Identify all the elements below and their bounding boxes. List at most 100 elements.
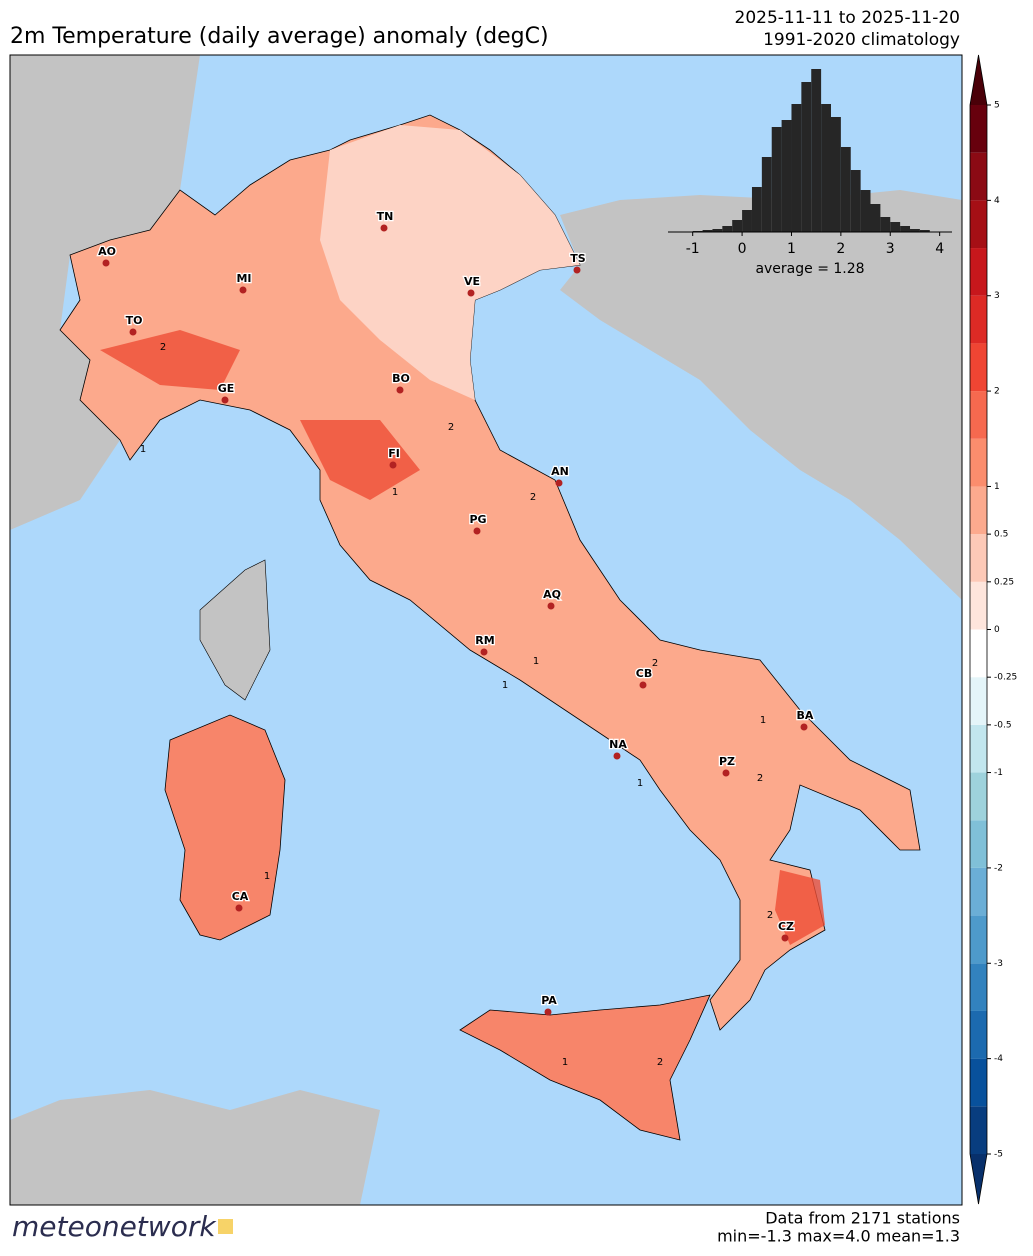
contour-label: 1 <box>533 656 539 667</box>
colorbar-segment <box>970 486 987 535</box>
histogram-bar <box>811 69 822 232</box>
warm-light-area <box>320 125 580 400</box>
colorbar-segment <box>970 295 987 344</box>
city-dot <box>555 479 563 487</box>
period: 2025-11-11 to 2025-11-20 <box>735 8 960 28</box>
histogram-bar <box>821 104 831 232</box>
corsica <box>199 559 271 701</box>
contour-label: 2 <box>652 658 658 669</box>
contour-label: 1 <box>637 778 643 789</box>
histogram-bar <box>900 226 911 232</box>
colorbar-segment <box>970 581 987 630</box>
histogram-bar <box>761 157 772 232</box>
title: 2m Temperature (daily average) anomaly (… <box>10 24 549 49</box>
city-dot <box>473 527 481 535</box>
land-west <box>10 55 200 530</box>
city-label: AQ <box>543 588 561 601</box>
italy-mainland <box>59 114 921 1031</box>
colorbar-tick-label: -5 <box>994 1150 1003 1160</box>
x-tick-label: 2 <box>836 241 845 257</box>
histogram-bar <box>771 127 782 232</box>
colorbar-segment <box>970 867 987 916</box>
colorbar-tick-label: 3 <box>994 291 1000 301</box>
colorbar-tick-label: -0.5 <box>994 720 1012 730</box>
colorbar-tick-label: 0.25 <box>994 577 1014 587</box>
colorbar-tick-label: -0.25 <box>994 673 1017 683</box>
histogram-bar <box>870 204 881 232</box>
colorbar-segment <box>970 248 987 296</box>
contour-label: 2 <box>767 910 773 921</box>
city-label: CZ <box>778 920 794 933</box>
colorbar-segment <box>970 1010 987 1059</box>
histogram-bar <box>732 220 743 232</box>
stats-note: min=-1.3 max=4.0 mean=1.3 <box>717 1227 960 1246</box>
city-label: TS <box>570 252 586 265</box>
city-label: PZ <box>719 755 735 768</box>
city-dot <box>573 266 581 274</box>
colorbar-segment <box>970 820 987 868</box>
city-dot <box>396 386 404 394</box>
city-dot <box>221 396 229 404</box>
sardinia <box>164 714 286 941</box>
histogram-bar <box>850 170 861 232</box>
colorbar-tick-label: 0 <box>994 625 1000 635</box>
city-label: RM <box>475 634 494 647</box>
city-dot <box>781 934 789 942</box>
x-tick-label: -1 <box>686 241 700 257</box>
city-label: BO <box>392 372 410 385</box>
histogram-bar <box>860 190 871 232</box>
histogram-bar <box>791 104 802 232</box>
colorbar-segment <box>970 105 987 153</box>
histogram-bar <box>712 229 723 232</box>
colorbar-tick-label: 0.5 <box>994 530 1008 540</box>
colorbar-tick-label: 5 <box>994 101 1000 111</box>
city-dot <box>639 681 647 689</box>
colorbar-under <box>970 1154 987 1204</box>
histogram-bar <box>722 226 733 232</box>
colorbar-tick-label: -1 <box>994 768 1003 778</box>
city-dot <box>129 328 137 336</box>
contour-label: 2 <box>448 422 454 433</box>
colorbar-over <box>970 55 987 105</box>
colorbar: 5 4 3 2 1 0.5 0.25 0 -0.25 -0.5 -1 -2 -3 -4 -5 <box>969 54 1017 1205</box>
city-label: BA <box>797 709 814 722</box>
colorbar-segment <box>970 1058 987 1107</box>
histogram-bar <box>801 82 812 232</box>
x-tick-label: 0 <box>738 241 747 257</box>
colorbar-segment <box>970 963 987 1011</box>
city-dot <box>235 904 243 912</box>
contour-label: 1 <box>502 680 508 691</box>
colorbar-tick-label: -3 <box>994 959 1003 969</box>
logo-square <box>218 1219 233 1234</box>
city-dot <box>800 723 808 731</box>
colorbar-tick-label: 2 <box>994 387 1000 397</box>
histogram-bar <box>840 147 851 232</box>
histogram-bar <box>910 229 920 232</box>
x-tick-label: 1 <box>787 241 796 257</box>
city-label: GE <box>218 382 235 395</box>
city-label: NA <box>609 738 627 751</box>
land-south <box>10 1090 380 1205</box>
colorbar-tick-label: 4 <box>994 196 1000 206</box>
city-dot <box>102 259 110 267</box>
colorbar-segment <box>970 438 987 487</box>
histogram-bar <box>890 222 901 232</box>
city-label: CB <box>636 667 652 680</box>
city-label: TO <box>126 314 143 327</box>
city-dot <box>544 1008 552 1016</box>
contour-label: 1 <box>264 871 270 882</box>
city-label: CA <box>232 890 249 903</box>
colorbar-tick-label: -4 <box>994 1054 1003 1064</box>
colorbar-segment <box>970 152 987 201</box>
histogram-bar <box>880 217 891 232</box>
colorbar-tick-label: -2 <box>994 863 1003 873</box>
colorbar-segment <box>970 724 987 773</box>
city-dot <box>467 289 475 297</box>
stations-note: Data from 2171 stations <box>765 1209 960 1228</box>
city-label: AO <box>98 245 116 258</box>
histogram-bar <box>830 117 841 232</box>
colorbar-segment <box>970 677 987 725</box>
